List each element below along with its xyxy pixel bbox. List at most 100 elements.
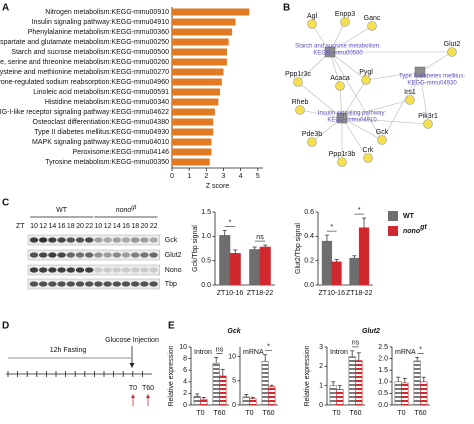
lane-label: 22	[150, 223, 158, 230]
edge	[365, 71, 421, 81]
blot-band	[121, 252, 131, 258]
y-tick-label: 2.5	[378, 344, 388, 351]
lane-label: 18	[67, 223, 75, 230]
x-tick-label: ZT10-16	[319, 290, 346, 297]
lane-label: 14	[49, 223, 57, 230]
edge	[341, 99, 411, 119]
blot-band	[140, 281, 149, 287]
blot-band	[75, 252, 85, 258]
pathway-label: KEGG-mmu00500	[313, 51, 363, 57]
y-tick-label: 0.5	[378, 390, 388, 397]
blot-band	[94, 237, 103, 243]
bar	[172, 78, 222, 86]
bar	[172, 68, 224, 76]
bar	[172, 108, 215, 116]
lane-label: 20	[141, 223, 149, 230]
group-label: nonogt	[116, 205, 137, 214]
blot-band	[48, 237, 57, 243]
gene-node	[447, 47, 457, 57]
blot-band	[66, 267, 76, 273]
gene-node	[363, 153, 373, 163]
pathway-node	[414, 66, 426, 78]
blot-strip	[27, 278, 161, 290]
blot-band	[94, 267, 103, 273]
y-axis-label: Gck/Tbp signal	[192, 225, 199, 272]
gene-node	[423, 119, 433, 129]
y-tick-label: 6	[183, 367, 187, 374]
gene-label: Ppp1r3b	[329, 151, 356, 158]
blot-band	[48, 281, 57, 287]
category-label: MAPK signaling pathway:KEGG-mmu04010	[32, 139, 169, 146]
category-label: Type II diabetes mellitus:KEGG-mmu04930	[34, 129, 169, 136]
blot-band	[85, 252, 94, 258]
bar	[212, 362, 220, 406]
lane-label: 16	[58, 223, 66, 230]
x-tick-label: T0	[332, 410, 340, 417]
timepoint-label: T0	[129, 385, 137, 392]
pathway-label: KEGG-mmu04910	[327, 118, 377, 124]
time-prefix: ZT	[16, 223, 25, 230]
gene-label: Agl	[307, 13, 318, 20]
bar	[261, 361, 269, 406]
y-tick-label: 10	[179, 344, 187, 351]
blot-band	[131, 252, 140, 258]
x-tick-label: ZT18-22	[247, 290, 274, 297]
category-label: Glycine, serine and threonine metabolism…	[0, 59, 169, 66]
category-label: Linoleic acid metabolism:KEGG-mmu00591	[33, 89, 169, 96]
arrow-head	[129, 363, 135, 368]
blot-band	[39, 237, 48, 243]
x-tick-label: T60	[349, 410, 361, 417]
blot-row-label: Gck	[165, 237, 178, 244]
bar	[172, 158, 210, 166]
panel-label: B	[283, 3, 290, 14]
significance-label: *	[267, 344, 270, 351]
x-tick-label: 1	[187, 173, 191, 180]
bar	[249, 398, 257, 406]
blot-band	[131, 237, 140, 243]
blot-band	[103, 252, 112, 258]
bar	[355, 360, 363, 406]
y-tick-label: 8	[183, 355, 187, 362]
gene-node	[295, 105, 305, 115]
bar	[268, 386, 276, 406]
bar	[394, 381, 402, 406]
bar	[401, 382, 409, 406]
x-axis-label: Z score	[206, 183, 229, 190]
gene-node	[405, 95, 415, 105]
edge	[341, 117, 369, 159]
blot-band	[149, 281, 158, 287]
lane-label: 14	[113, 223, 121, 230]
gene-label: Enpp3	[335, 11, 355, 18]
category-label: Tyrosine metabolism:KEGG-mmu00350	[45, 159, 169, 166]
category-label: Peroxisome:KEGG-mmu04146	[73, 149, 170, 156]
gene-label: Ganc	[364, 15, 381, 22]
blot-strip	[27, 249, 161, 261]
y-axis-label: Relative expression	[168, 345, 175, 406]
bar	[172, 148, 212, 156]
gene-node	[367, 21, 377, 31]
lane-label: 22	[85, 223, 93, 230]
legend-label: nonogt	[403, 224, 427, 235]
y-tick-label: 5	[232, 378, 236, 385]
bar	[172, 38, 229, 46]
category-label: Nitrogen metabolism:KEGG-mmu00910	[45, 9, 169, 16]
panel-label: C	[2, 198, 9, 209]
bar	[321, 240, 333, 286]
legend-swatch	[388, 226, 398, 236]
edge	[341, 79, 367, 119]
blot-band	[85, 237, 94, 243]
blot-band	[121, 267, 131, 273]
gene-node	[307, 19, 317, 29]
legend-superscript: gt	[419, 224, 427, 231]
blot-band	[39, 252, 48, 258]
y-tick-label: 4	[183, 379, 187, 386]
chart-subtitle: mRNA	[395, 349, 416, 356]
blot-band	[75, 237, 85, 243]
category-label: Aldosterone-regulated sodium reabsorptio…	[0, 79, 169, 86]
blot-band	[112, 237, 122, 243]
blot-band	[149, 252, 158, 258]
blot-band	[103, 267, 112, 273]
blot-band	[75, 267, 85, 273]
blot-band	[75, 281, 85, 287]
y-tick-label: 0	[319, 402, 323, 409]
